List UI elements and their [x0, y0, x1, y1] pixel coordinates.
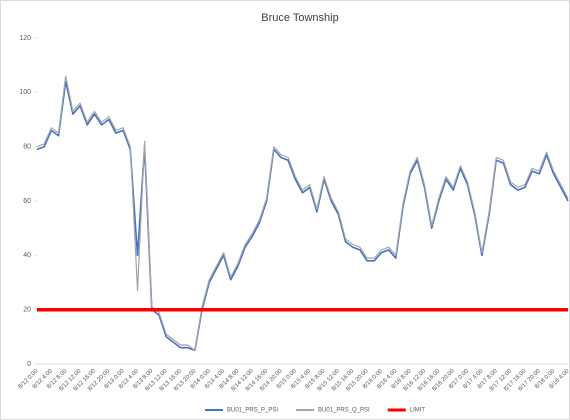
y-tick-label: 100	[19, 89, 31, 96]
y-tick-label: 40	[23, 252, 31, 259]
y-tick-label: 60	[23, 198, 31, 205]
chart-title: Bruce Township	[261, 12, 338, 24]
legend-label: BU01_PRS_Q_PSI	[318, 408, 370, 414]
y-tick-label: 120	[19, 35, 31, 42]
legend-label: BU01_PRS_P_PSI	[227, 408, 278, 414]
y-tick-label: 20	[23, 307, 31, 314]
legend-label: LIMIT	[410, 408, 426, 414]
y-tick-label: 0	[27, 361, 31, 368]
y-tick-label: 80	[23, 144, 31, 151]
series-line	[36, 75, 569, 351]
